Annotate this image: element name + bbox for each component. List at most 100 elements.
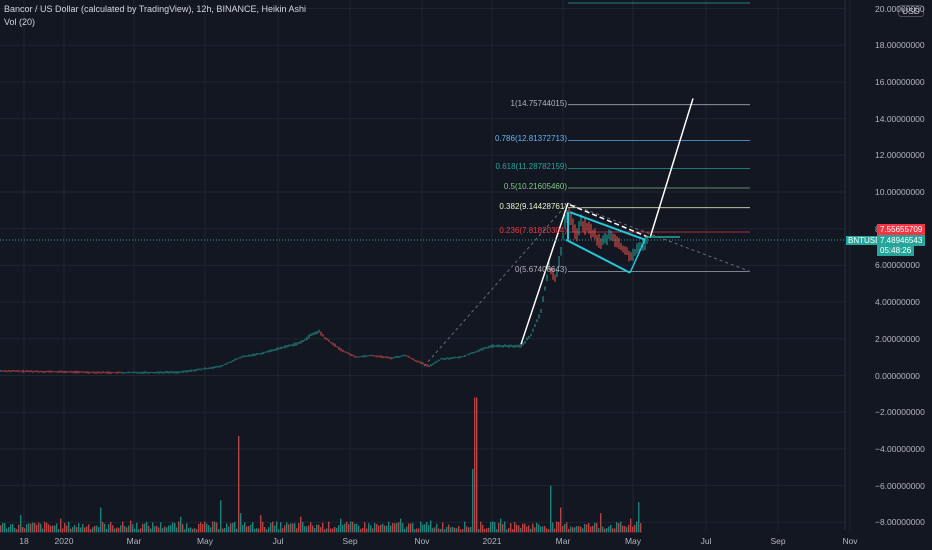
x-tick-label: 2021 [482, 536, 502, 546]
volume-bar [244, 522, 246, 533]
volume-bar [426, 521, 428, 533]
volume-bar [422, 524, 424, 533]
volume-bar [290, 523, 292, 533]
volume-bar [448, 524, 450, 533]
volume-bar [108, 523, 110, 533]
volume-indicator-label[interactable]: Vol (20) [4, 17, 36, 27]
volume-bar [596, 522, 598, 533]
volume-bar [288, 524, 290, 533]
volume-bar [470, 527, 472, 533]
volume-bar [200, 522, 202, 533]
volume-bar [58, 529, 60, 533]
volume-bar [214, 521, 216, 533]
volume-bar [152, 522, 154, 533]
volume-bar [186, 523, 188, 533]
volume-bar [62, 528, 64, 533]
volume-bar [266, 529, 268, 533]
volume-bar [238, 436, 240, 533]
volume-bar [24, 528, 26, 533]
volume-bar [80, 527, 82, 533]
volume-bar [480, 521, 482, 533]
y-tick-label: −4.00000000 [875, 443, 925, 454]
volume-bar [44, 521, 46, 533]
chart-grid [0, 0, 851, 530]
volume-bar [202, 524, 204, 533]
volume-bar [270, 522, 272, 533]
volume-bar [14, 527, 16, 533]
volume-bar [118, 527, 120, 533]
volume-bar [38, 522, 40, 533]
volume-bar [216, 522, 218, 533]
volume-bar [42, 528, 44, 533]
volume-bar [260, 514, 262, 533]
volume-bar [112, 525, 114, 533]
volume-bar [352, 521, 354, 533]
volume-bar [350, 521, 352, 533]
volume-bar [218, 529, 220, 533]
volume-bar [296, 528, 298, 533]
volume-bar [628, 524, 630, 533]
y-tick-label: 14.00000000 [875, 113, 925, 124]
volume-bar [620, 521, 622, 533]
volume-bar [242, 525, 244, 533]
volume-bar [264, 527, 266, 533]
volume-bar [578, 526, 580, 533]
volume-bar [436, 523, 438, 533]
volume-bar [586, 524, 588, 533]
volume-bar [198, 523, 200, 533]
volume-bar [246, 526, 248, 533]
volume-bar [558, 521, 560, 533]
volume-bar [378, 525, 380, 533]
volume-bar [250, 524, 252, 533]
volume-bar [168, 525, 170, 533]
volume-bar [104, 523, 106, 533]
volume-bar [452, 526, 454, 533]
currency-button[interactable]: USD [898, 5, 924, 17]
volume-bar [514, 522, 516, 533]
volume-bar [68, 521, 70, 533]
y-tick-label: 12.00000000 [875, 150, 925, 161]
volume-bar [116, 527, 118, 533]
volume-bar [580, 526, 582, 533]
volume-bar [120, 525, 122, 533]
volume-bar [430, 520, 432, 533]
volume-bar [562, 526, 564, 533]
volume-bar [164, 526, 166, 533]
x-tick-label: Sep [770, 536, 786, 546]
volume-bar [554, 528, 556, 533]
volume-bar [22, 527, 24, 533]
volume-bar [392, 523, 394, 533]
flag-right-edge [629, 239, 646, 274]
volume-bar [614, 528, 616, 533]
volume-bar [176, 527, 178, 533]
volume-bar [190, 527, 192, 533]
volume-bar [158, 527, 160, 533]
volume-bar [582, 528, 584, 533]
volume-bar [8, 527, 10, 533]
volume-bar [134, 528, 136, 533]
volume-bar [380, 524, 382, 533]
volume-bar [298, 523, 300, 533]
volume-bar [240, 513, 242, 533]
volume-bar [184, 529, 186, 533]
volume-bar [506, 529, 508, 533]
volume-bar [222, 528, 224, 533]
volume-bar [484, 528, 486, 533]
volume-bar [442, 522, 444, 533]
volume-bar [406, 526, 408, 533]
volume-bar [92, 527, 94, 533]
volume-bar [300, 516, 302, 533]
volume-bar [530, 528, 532, 533]
volume-bar [348, 524, 350, 533]
volume-bar [228, 526, 230, 533]
volume-bar [178, 521, 180, 533]
volume-bar [136, 522, 138, 533]
volume-bar [78, 523, 80, 533]
volume-bar [102, 522, 104, 533]
volume-bar [636, 521, 638, 533]
volume-bar [84, 527, 86, 533]
volume-bar [624, 526, 626, 533]
volume-bar [98, 527, 100, 533]
